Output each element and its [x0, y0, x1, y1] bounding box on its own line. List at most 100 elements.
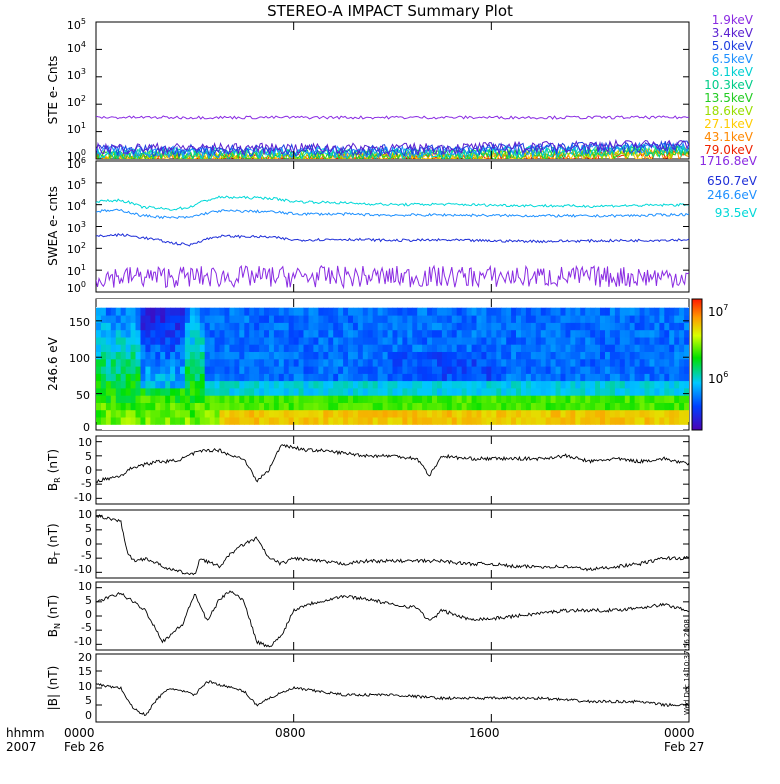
heatmap-cell — [357, 416, 364, 425]
swea-tick-base: 10 — [67, 265, 81, 278]
heatmap-cell — [115, 387, 122, 396]
heatmap-cell — [451, 366, 458, 374]
heatmap-cell — [402, 322, 408, 331]
heatmap-cell — [570, 409, 576, 418]
heatmap-cell — [664, 307, 670, 316]
heatmap-cell — [679, 416, 685, 425]
heatmap-cell — [590, 402, 596, 411]
heatmap-cell — [481, 351, 487, 360]
heatmap-cell — [160, 307, 166, 316]
heatmap-cell — [441, 387, 448, 396]
heatmap-cell — [96, 402, 102, 411]
heatmap-cell — [209, 402, 216, 411]
heatmap-cell — [229, 387, 235, 396]
heatmap-cell — [357, 344, 364, 352]
heatmap-cell — [516, 366, 522, 374]
heatmap-cell — [654, 402, 660, 411]
heatmap-cell — [244, 358, 250, 367]
heatmap-cell — [184, 307, 191, 316]
legend-entry-79.0kev: 79.0keV — [704, 143, 754, 157]
heatmap-cell — [224, 366, 230, 374]
date-end-label: Feb 27 — [664, 740, 704, 754]
heatmap-cell — [308, 416, 314, 425]
heatmap-cell — [417, 402, 423, 411]
heatmap-cell — [328, 322, 334, 331]
heatmap-cell — [486, 366, 492, 374]
ste-tick-base: 10 — [67, 150, 81, 163]
swea-series-line — [96, 195, 689, 211]
heatmap-cell — [219, 344, 225, 352]
heatmap-cell — [639, 322, 646, 331]
heatmap-cell — [283, 366, 290, 374]
heatmap-cell — [199, 344, 206, 352]
pad-ylabel: 246.6 eV — [46, 336, 60, 391]
heatmap-cell — [105, 307, 112, 316]
heatmap-cell — [397, 402, 403, 411]
heatmap-cell — [600, 395, 606, 403]
heatmap-cell — [175, 380, 181, 389]
heatmap-cell — [486, 395, 492, 403]
heatmap-cell — [377, 380, 384, 389]
heatmap-cell — [669, 307, 675, 316]
heatmap-cell — [511, 344, 517, 352]
heatmap-cell — [585, 307, 591, 316]
heatmap-cell — [575, 351, 581, 360]
heatmap-cell — [140, 395, 146, 403]
heatmap-cell — [496, 322, 502, 331]
heatmap-cell — [471, 387, 478, 396]
heatmap-cell — [585, 366, 591, 374]
bt-tick-label: 5 — [85, 522, 92, 535]
heatmap-cell — [293, 402, 300, 411]
heatmap-cell — [392, 395, 398, 403]
heatmap-cell — [417, 395, 423, 403]
heatmap-cell — [288, 307, 295, 316]
heatmap-cell — [466, 322, 473, 331]
heatmap-cell — [461, 380, 468, 389]
heatmap-cell — [397, 366, 403, 374]
bn-tick-label: -5 — [81, 621, 92, 634]
heatmap-cell — [432, 351, 438, 360]
heatmap-cell — [466, 395, 473, 403]
heatmap-cell — [654, 322, 660, 331]
heatmap-cell — [160, 380, 166, 389]
heatmap-cell — [575, 409, 581, 418]
heatmap-cell — [565, 351, 571, 360]
heatmap-cell — [259, 329, 265, 338]
heatmap-cell — [407, 307, 413, 316]
heatmap-cell — [387, 373, 394, 382]
heatmap-cell — [624, 329, 631, 338]
heatmap-cell — [422, 344, 428, 352]
heatmap-cell — [367, 307, 374, 316]
heatmap-cell — [397, 344, 403, 352]
heatmap-cell — [204, 322, 211, 331]
heatmap-cell — [565, 358, 571, 367]
heatmap-cell — [348, 336, 354, 345]
swea-tick-exp: 3 — [81, 220, 86, 229]
heatmap-cell — [323, 351, 329, 360]
heatmap-cell — [224, 344, 230, 352]
heatmap-cell — [605, 351, 611, 360]
heatmap-cell — [278, 358, 285, 367]
heatmap-cell — [659, 416, 665, 425]
heatmap-cell — [318, 344, 324, 352]
heatmap-cell — [550, 307, 557, 316]
heatmap-cell — [180, 387, 186, 396]
heatmap-cell — [679, 373, 685, 382]
heatmap-cell — [130, 351, 137, 360]
colorbar-min-label: 106 — [708, 370, 728, 386]
heatmap-cell — [644, 366, 650, 374]
bn-tick-labels: -10 -5 0 5 10 — [74, 580, 92, 648]
br-ylabel-unit: (nT) — [46, 449, 60, 473]
heatmap-cell — [353, 329, 359, 338]
heatmap-cell — [273, 315, 280, 323]
heatmap-cell — [629, 344, 636, 352]
heatmap-cell — [194, 344, 201, 352]
heatmap-cell — [555, 329, 562, 338]
heatmap-cell — [372, 366, 379, 374]
heatmap-cell — [175, 395, 181, 403]
heatmap-cell — [560, 416, 566, 425]
heatmap-cell — [540, 402, 547, 411]
heatmap-cell — [259, 336, 265, 345]
heatmap-cell — [570, 344, 576, 352]
heatmap-cell — [338, 380, 344, 389]
